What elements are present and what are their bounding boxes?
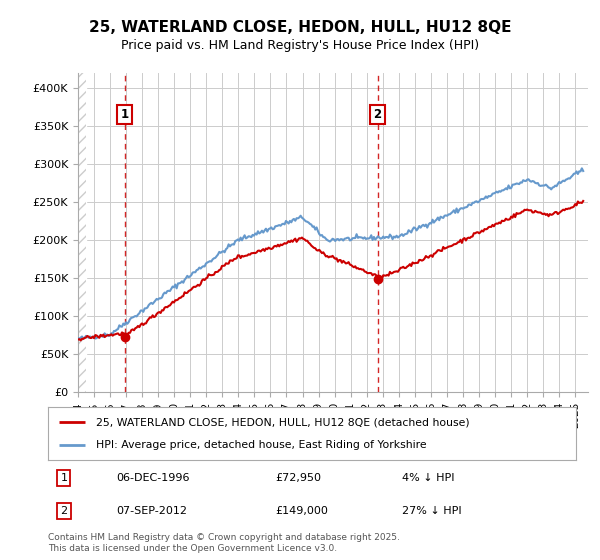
Bar xyxy=(78,73,86,392)
Text: 4% ↓ HPI: 4% ↓ HPI xyxy=(402,473,454,483)
Text: Contains HM Land Registry data © Crown copyright and database right 2025.
This d: Contains HM Land Registry data © Crown c… xyxy=(48,533,400,553)
Text: Price paid vs. HM Land Registry's House Price Index (HPI): Price paid vs. HM Land Registry's House … xyxy=(121,39,479,52)
Text: 1: 1 xyxy=(121,108,129,121)
Text: 25, WATERLAND CLOSE, HEDON, HULL, HU12 8QE: 25, WATERLAND CLOSE, HEDON, HULL, HU12 8… xyxy=(89,20,511,35)
Bar xyxy=(78,73,86,392)
Text: 2: 2 xyxy=(60,506,67,516)
Text: £149,000: £149,000 xyxy=(275,506,328,516)
Text: 2: 2 xyxy=(374,108,382,121)
Text: 1: 1 xyxy=(61,473,67,483)
Text: 07-SEP-2012: 07-SEP-2012 xyxy=(116,506,188,516)
Text: HPI: Average price, detached house, East Riding of Yorkshire: HPI: Average price, detached house, East… xyxy=(95,440,426,450)
Text: £72,950: £72,950 xyxy=(275,473,321,483)
Text: 25, WATERLAND CLOSE, HEDON, HULL, HU12 8QE (detached house): 25, WATERLAND CLOSE, HEDON, HULL, HU12 8… xyxy=(95,417,469,427)
Text: 06-DEC-1996: 06-DEC-1996 xyxy=(116,473,190,483)
Text: 27% ↓ HPI: 27% ↓ HPI xyxy=(402,506,461,516)
